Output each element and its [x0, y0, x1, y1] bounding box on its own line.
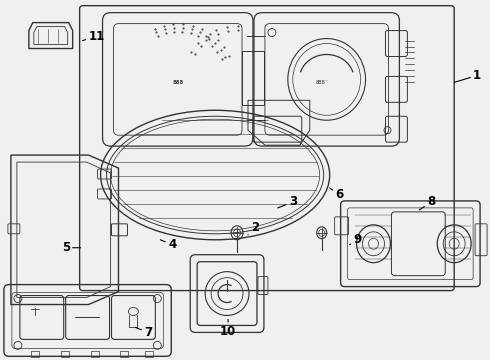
Text: 6: 6 [330, 188, 344, 202]
Text: 4: 4 [160, 238, 176, 251]
Text: 888⁻: 888⁻ [315, 80, 328, 85]
Text: 11: 11 [83, 30, 105, 43]
Text: 888: 888 [172, 80, 184, 85]
Text: 3: 3 [278, 195, 297, 208]
Text: 7: 7 [135, 326, 152, 339]
Text: 2: 2 [248, 221, 259, 235]
Text: 5: 5 [62, 241, 81, 254]
Text: 9: 9 [349, 233, 362, 246]
Text: 8: 8 [419, 195, 436, 210]
Text: 10: 10 [220, 319, 236, 338]
Text: 1: 1 [454, 69, 481, 82]
